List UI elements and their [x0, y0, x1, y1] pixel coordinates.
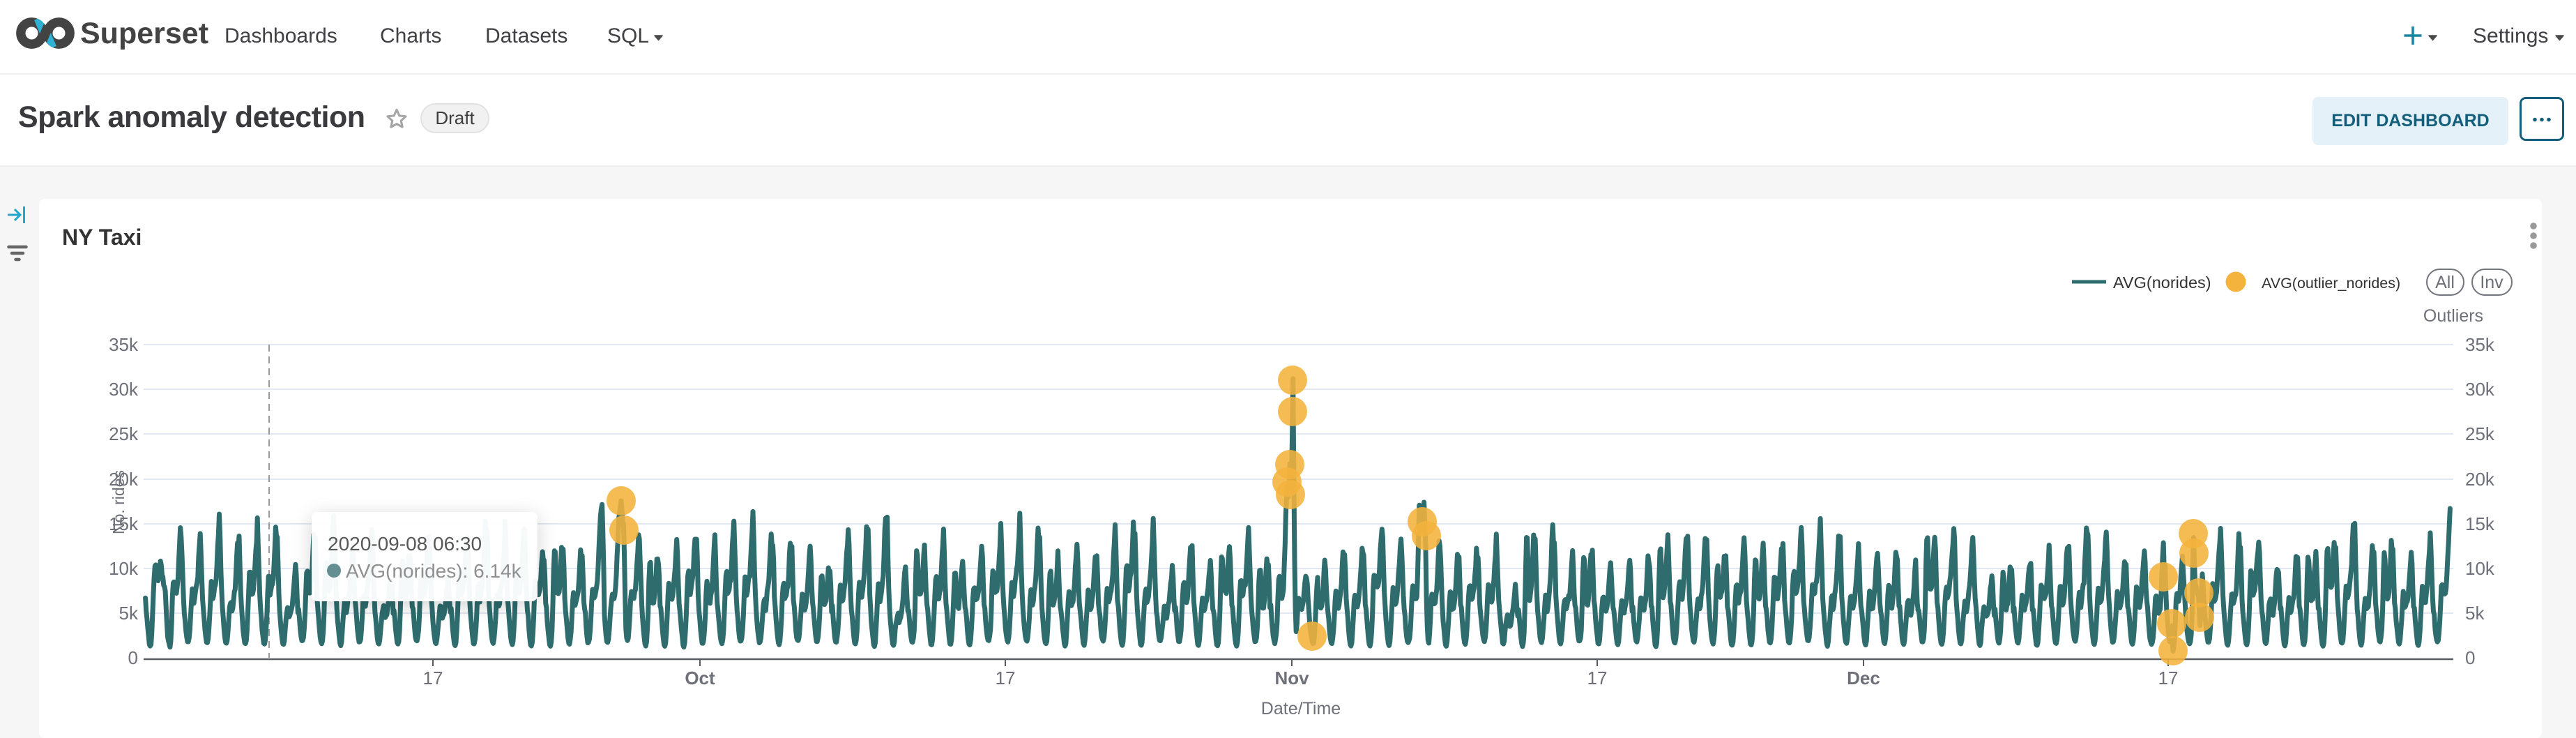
svg-text:Inv: Inv — [2480, 273, 2503, 292]
svg-text:Date/Time: Date/Time — [1261, 699, 1341, 718]
svg-text:Dec: Dec — [1847, 668, 1880, 688]
svg-text:Outliers: Outliers — [2423, 306, 2483, 326]
svg-text:35k: 35k — [2465, 334, 2495, 355]
svg-text:All: All — [2435, 273, 2455, 292]
svg-text:20k: 20k — [109, 469, 139, 490]
svg-text:15k: 15k — [109, 513, 139, 534]
svg-text:Oct: Oct — [685, 668, 715, 688]
svg-text:17: 17 — [2158, 668, 2179, 688]
svg-text:0: 0 — [128, 647, 138, 668]
svg-text:15k: 15k — [2465, 513, 2495, 534]
svg-text:10k: 10k — [2465, 558, 2495, 579]
svg-text:0: 0 — [2465, 647, 2475, 668]
svg-text:AVG(outlier_norides): AVG(outlier_norides) — [2262, 275, 2400, 292]
svg-text:25k: 25k — [2465, 423, 2495, 444]
svg-text:10k: 10k — [109, 558, 139, 579]
svg-text:5k: 5k — [2465, 603, 2485, 624]
svg-text:17: 17 — [996, 668, 1016, 688]
svg-text:5k: 5k — [119, 603, 139, 624]
svg-text:No. rides: No. rides — [109, 470, 128, 534]
svg-text:35k: 35k — [109, 334, 139, 355]
svg-text:25k: 25k — [109, 423, 139, 444]
svg-text:20k: 20k — [2465, 469, 2495, 490]
svg-text:17: 17 — [1587, 668, 1608, 688]
svg-text:30k: 30k — [109, 379, 139, 400]
svg-text:Nov: Nov — [1274, 668, 1309, 688]
svg-text:17: 17 — [423, 668, 443, 688]
svg-text:30k: 30k — [2465, 379, 2495, 400]
svg-text:AVG(norides): AVG(norides) — [2113, 273, 2211, 292]
